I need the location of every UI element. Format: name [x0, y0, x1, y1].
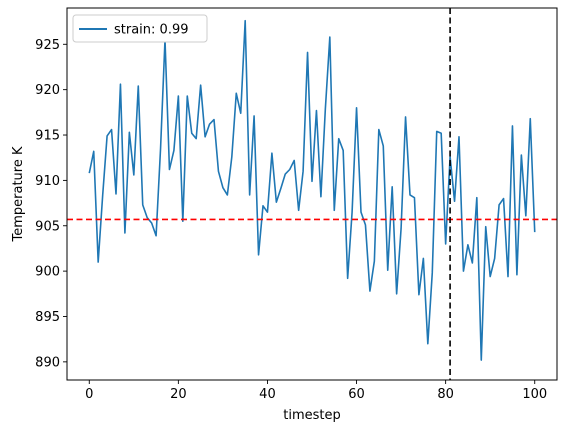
y-tick-label: 895 [35, 310, 60, 325]
x-tick-label: 100 [522, 387, 547, 402]
x-tick-label: 0 [85, 387, 93, 402]
y-axis-label: Temperature K [11, 146, 26, 242]
x-tick-label: 80 [437, 387, 454, 402]
x-tick-label: 20 [170, 387, 187, 402]
y-tick-label: 925 [35, 38, 60, 53]
y-tick-label: 905 [35, 219, 60, 234]
legend-entry-label: strain: 0.99 [114, 23, 189, 38]
plot-border [66, 7, 558, 381]
y-tick-label: 900 [35, 265, 60, 280]
legend: strain: 0.99 [72, 14, 208, 43]
y-tick-label: 910 [35, 174, 60, 189]
series-line-0 [88, 19, 536, 361]
legend-box [72, 14, 208, 43]
x-tick-label: 60 [348, 387, 365, 402]
plot-area [67, 8, 557, 380]
x-axis-label: timestep [283, 408, 341, 423]
x-tick-label: 40 [259, 387, 276, 402]
y-tick-label: 920 [35, 83, 60, 98]
y-tick-label: 915 [35, 129, 60, 144]
y-tick-label: 890 [35, 355, 60, 370]
